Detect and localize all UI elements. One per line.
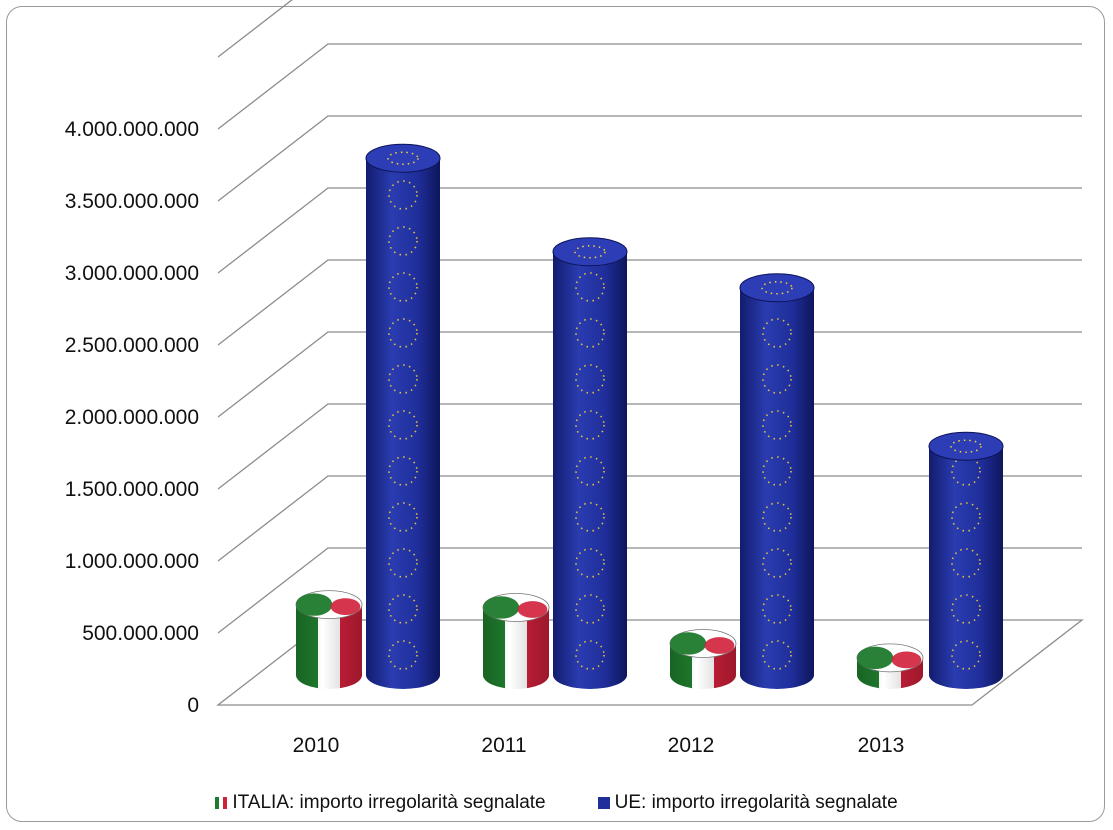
y-tick-label: 500.000.000 xyxy=(82,622,199,645)
x-tick-label: 2012 xyxy=(668,734,715,757)
bar-ue-2013 xyxy=(928,431,1004,689)
bar-italia-2010 xyxy=(295,590,363,689)
gridline xyxy=(217,259,1082,346)
y-tick-label: 2.000.000.000 xyxy=(65,406,199,429)
legend-label-italia: ITALIA: importo irregolarità segnalate xyxy=(232,792,546,813)
y-tick-label: 1.000.000.000 xyxy=(65,550,199,573)
legend-swatch-ue xyxy=(597,797,610,809)
y-tick-label: 2.500.000.000 xyxy=(65,334,199,357)
legend-label-ue: UE: importo irregolarità segnalate xyxy=(614,792,898,813)
gridline xyxy=(217,187,1082,274)
bar-ue-2010 xyxy=(365,143,441,689)
bar-ue-2012 xyxy=(739,273,815,689)
legend-item-ue: UE: importo irregolarità segnalate xyxy=(597,792,898,814)
bar-italia-2012 xyxy=(669,629,737,689)
bar-italia-2011 xyxy=(482,593,550,689)
gridline xyxy=(217,331,1082,418)
y-tick-label: 3.500.000.000 xyxy=(65,190,199,213)
legend-swatch-italia xyxy=(215,797,228,809)
gridline xyxy=(217,0,293,58)
x-tick-label: 2011 xyxy=(481,734,526,757)
bar-italia-2013 xyxy=(856,643,924,689)
y-tick-label: 3.000.000.000 xyxy=(65,262,199,285)
gridline xyxy=(217,115,1082,202)
x-tick-label: 2010 xyxy=(293,734,340,757)
y-tick-label: 0 xyxy=(187,694,199,717)
y-tick-label: 4.000.000.000 xyxy=(65,118,199,141)
gridline xyxy=(217,475,1082,562)
bar-ue-2011 xyxy=(552,237,628,689)
gridline xyxy=(217,43,1082,130)
gridline xyxy=(217,403,1082,490)
y-tick-label: 1.500.000.000 xyxy=(65,478,199,501)
legend-item-italia: ITALIA: importo irregolarità segnalate xyxy=(215,792,546,814)
x-tick-label: 2013 xyxy=(858,734,905,757)
chart-floor xyxy=(216,619,1084,706)
chart-legend: ITALIA: importo irregolarità segnalate U… xyxy=(0,788,1113,818)
gridline xyxy=(217,547,1082,634)
